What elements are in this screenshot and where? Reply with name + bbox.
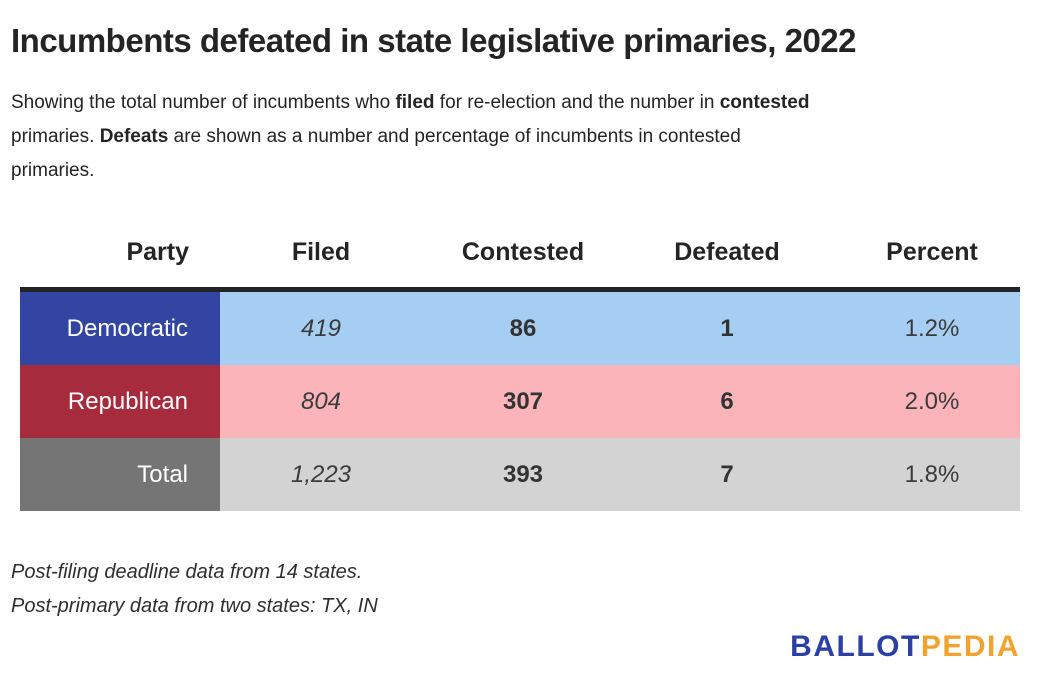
percent-value: 1.2% — [830, 289, 1020, 365]
subtitle-text: primaries. — [11, 126, 100, 147]
contested-value: 393 — [422, 438, 624, 511]
defeated-value: 1 — [624, 289, 830, 365]
party-label-democratic: Democratic — [20, 289, 220, 365]
footnotes: Post-filing deadline data from 14 states… — [11, 555, 1020, 623]
column-header-percent: Percent — [830, 238, 1020, 292]
table-row-democratic: Democratic 419 86 1 1.2% — [20, 289, 1020, 365]
logo-pedia-text: PEDIA — [920, 630, 1020, 663]
percent-value: 1.8% — [830, 438, 1020, 511]
column-header-contested: Contested — [422, 238, 624, 292]
footnote-line-1: Post-filing deadline data from 14 states… — [11, 561, 363, 583]
party-label-republican: Republican — [20, 365, 220, 438]
ballotpedia-logo: BALLOTPEDIA — [0, 631, 1020, 663]
subtitle-text: are shown as a number and percentage of … — [168, 126, 741, 147]
subtitle-keyword-filed: filed — [395, 92, 435, 113]
table-header: Party Filed Contested Defeated Percent — [20, 238, 1020, 292]
filed-value: 804 — [220, 365, 422, 438]
percent-value: 2.0% — [830, 365, 1020, 438]
column-header-defeated: Defeated — [624, 238, 830, 292]
page-title: Incumbents defeated in state legislative… — [11, 22, 857, 59]
incumbents-table: Party Filed Contested Defeated Percent D… — [20, 238, 1020, 511]
defeated-value: 6 — [624, 365, 830, 438]
subtitle-text: Showing the total number of incumbents w… — [11, 92, 396, 113]
subtitle-text: primaries. — [11, 160, 95, 181]
subtitle: Showing the total number of incumbents w… — [11, 86, 1021, 188]
table-row-total: Total 1,223 393 7 1.8% — [20, 438, 1020, 511]
column-header-party: Party — [20, 238, 220, 292]
defeated-value: 7 — [624, 438, 830, 511]
contested-value: 307 — [422, 365, 624, 438]
logo-ballot-text: BALLOT — [790, 630, 921, 663]
footnote-line-2: Post-primary data from two states: TX, I… — [11, 595, 378, 617]
subtitle-keyword-contested: contested — [719, 92, 810, 113]
subtitle-keyword-defeats: Defeats — [99, 126, 169, 147]
column-header-filed: Filed — [220, 238, 422, 292]
header-row: Party Filed Contested Defeated Percent — [20, 238, 1020, 292]
party-label-total: Total — [20, 438, 220, 511]
subtitle-text: for re-election and the number in — [434, 92, 720, 113]
contested-value: 86 — [422, 289, 624, 365]
table-row-republican: Republican 804 307 6 2.0% — [20, 365, 1020, 438]
filed-value: 1,223 — [220, 438, 422, 511]
filed-value: 419 — [220, 289, 422, 365]
